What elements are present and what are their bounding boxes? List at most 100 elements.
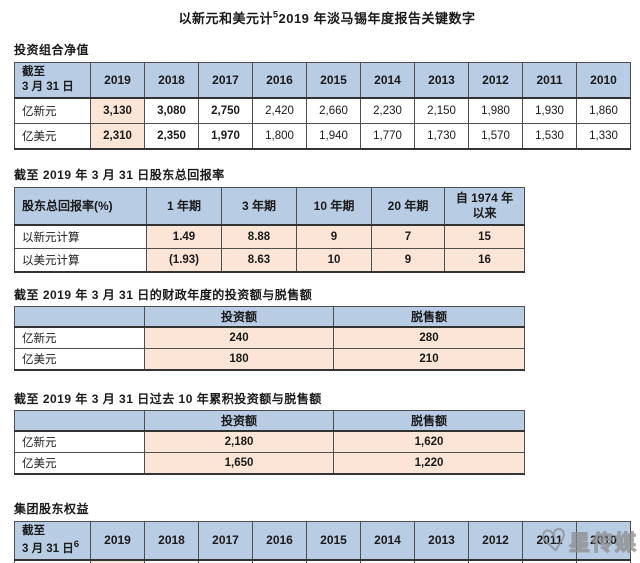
value-cell: 8.63 (221, 248, 297, 273)
year-header: 2016 (252, 520, 307, 561)
year-header: 2017 (198, 520, 253, 561)
title-footnote-marker: 5 (272, 9, 279, 20)
column-header: 脱售额 (333, 306, 525, 328)
period-header: 1 年期 (146, 187, 222, 226)
value-cell: 1,770 (360, 123, 415, 150)
table-row: 亿新元 2,180 1,620 (14, 430, 525, 453)
year-header: 2012 (468, 520, 523, 561)
row-label: 亿美元 (14, 348, 145, 371)
title-suffix: 2019 年淡马锡年度报告关键数字 (278, 11, 476, 26)
value-cell: 2,350 (144, 123, 199, 150)
section-heading-portfolio-value: 投资组合净值 (14, 43, 90, 57)
value-cell: 280 (333, 326, 525, 349)
year-header: 2011 (522, 62, 577, 99)
value-cell: 9 (371, 248, 445, 273)
table-row: 亿新元 3,130 3,080 2,750 2,420 2,660 2,230 … (14, 97, 631, 124)
table-row: 亿美元 180 210 (14, 348, 525, 371)
column-header: 投资额 (144, 410, 334, 432)
year-header: 2018 (144, 62, 199, 99)
value-cell: 1,980 (468, 97, 523, 124)
value-cell-highlight: 2,310 (90, 123, 145, 150)
group-equity-table: 截至 3 月 31 日6 2019 2018 2017 2016 2015 201… (14, 520, 631, 563)
year-header: 2013 (414, 62, 469, 99)
value-cell: 1,730 (414, 123, 469, 150)
fy-investments-table: 投资额 脱售额 亿新元 240 280 亿美元 180 210 (14, 306, 525, 371)
year-header: 2011 (522, 520, 577, 561)
value-cell: 2,750 (198, 97, 253, 124)
table-row: 亿新元 240 280 (14, 326, 525, 349)
value-cell: 1.49 (146, 224, 222, 249)
value-cell: 9 (296, 224, 372, 249)
value-cell: 10 (296, 248, 372, 273)
year-header: 2010 (576, 62, 631, 99)
row-label: 以美元计算 (14, 248, 147, 273)
empty-corner-cell (14, 410, 145, 432)
table-row: 亿美元 2,310 2,350 1,970 1,800 1,940 1,770 … (14, 123, 631, 150)
year-header: 2019 (90, 62, 145, 99)
corner-cell: 截至 3 月 31 日6 (14, 520, 91, 561)
year-header: 2015 (306, 520, 361, 561)
year-header: 2019 (90, 520, 145, 561)
value-cell: 16 (444, 248, 525, 273)
page-title: 以新元和美元计52019 年淡马锡年度报告关键数字 (14, 8, 640, 27)
value-cell: 1,940 (306, 123, 361, 150)
year-header: 2016 (252, 62, 307, 99)
year-header: 2014 (360, 62, 415, 99)
section-heading-shareholder-return: 截至 2019 年 3 月 31 日股东总回报率 (14, 168, 225, 182)
table-header-row: 截至 3 月 31 日6 2019 2018 2017 2016 2015 201… (14, 520, 631, 561)
year-header: 2018 (144, 520, 199, 561)
value-cell: 2,420 (252, 97, 307, 124)
year-header: 2012 (468, 62, 523, 99)
period-header-since-1974: 自 1974 年以来 (444, 187, 525, 226)
year-header: 2015 (306, 62, 361, 99)
value-cell: 1,500 (576, 559, 631, 563)
year-header: 2010 (576, 520, 631, 561)
value-cell: 240 (144, 326, 334, 349)
table-header-row: 投资额 脱售额 (14, 306, 525, 328)
year-header: 2017 (198, 62, 253, 99)
table-header-row: 股东总回报率(%) 1 年期 3 年期 10 年期 20 年期 自 1974 年… (14, 187, 525, 226)
row-label: 以新元计算 (14, 224, 147, 249)
section-heading-group-equity: 集团股东权益 (14, 502, 90, 516)
value-cell: 8.88 (221, 224, 297, 249)
row-label: 亿美元 (14, 452, 145, 475)
value-cell-highlight: 3,130 (90, 97, 145, 124)
value-cell: 1,530 (522, 123, 577, 150)
value-cell: 1,220 (333, 452, 525, 475)
footnote-marker: 6 (73, 538, 80, 550)
table-header-row: 投资额 脱售额 (14, 410, 525, 432)
period-header: 10 年期 (296, 187, 372, 226)
section-heading-cumulative-investments: 截至 2019 年 3 月 31 日过去 10 年累积投资额与脱售额 (14, 392, 322, 406)
value-cell: 2,230 (360, 97, 415, 124)
value-cell: 1,930 (522, 97, 577, 124)
value-cell: 2,180 (144, 430, 334, 453)
period-header: 3 年期 (221, 187, 297, 226)
year-header: 2014 (360, 520, 415, 561)
value-cell: 2,150 (414, 97, 469, 124)
value-cell: 3,080 (144, 97, 199, 124)
value-cell: 210 (333, 348, 525, 371)
value-cell: 1,650 (144, 452, 334, 475)
table-row: 以新元计算 1.49 8.88 9 7 15 (14, 224, 525, 249)
title-prefix: 以新元和美元计 (178, 11, 273, 26)
table-row: 亿美元 1,650 1,220 (14, 452, 525, 475)
row-label: 亿美元 (14, 123, 91, 150)
table-row: 以美元计算 (1.93) 8.63 10 9 16 (14, 248, 525, 273)
row-label: 亿新元 (14, 430, 145, 453)
value-cell: 1,330 (576, 123, 631, 150)
value-cell: (1.93) (146, 248, 222, 273)
value-cell: 1,970 (198, 123, 253, 150)
portfolio-value-table: 截至 3 月 31 日 2019 2018 2017 2016 2015 2014… (14, 62, 631, 150)
value-cell: 1,860 (576, 97, 631, 124)
value-cell: 180 (144, 348, 334, 371)
table-header-row: 截至 3 月 31 日 2019 2018 2017 2016 2015 2014… (14, 62, 631, 99)
empty-corner-cell (14, 306, 145, 328)
value-cell: 1,620 (333, 430, 525, 453)
value-cell: 2,660 (306, 97, 361, 124)
shareholder-return-table: 股东总回报率(%) 1 年期 3 年期 10 年期 20 年期 自 1974 年… (14, 187, 525, 273)
value-cell: 7 (371, 224, 445, 249)
row-label: 亿新元 (14, 97, 91, 124)
table-row: 亿新元 2,830 2,720 2,390 2,180 2,190 1,870 … (14, 559, 631, 563)
first-header-cell: 股东总回报率(%) (14, 187, 147, 226)
